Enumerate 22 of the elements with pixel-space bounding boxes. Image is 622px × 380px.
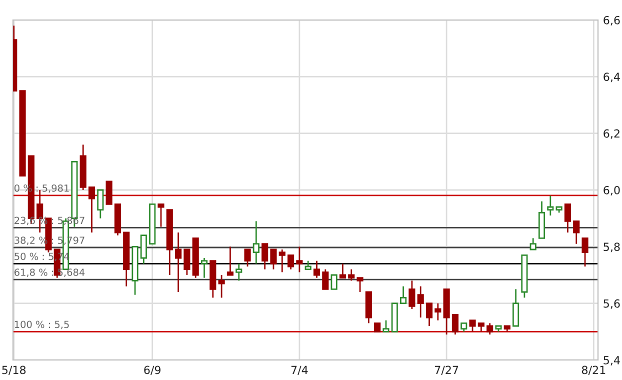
candlestick — [236, 262, 242, 282]
candlestick — [434, 302, 442, 322]
y-tick-label: 6,0 — [604, 186, 620, 196]
candlestick — [313, 260, 320, 279]
y-tick-label: 6,2 — [604, 129, 620, 139]
ref-line-label: 100 % : 5,5 — [14, 320, 69, 330]
x-tick-label: 8/21 — [582, 366, 606, 376]
candlestick — [296, 246, 303, 273]
y-tick-label: 5,4 — [604, 356, 620, 366]
candlestick — [174, 232, 182, 293]
candlestick — [547, 194, 554, 216]
x-tick-label: 7/4 — [291, 366, 308, 376]
candlestick — [252, 220, 260, 264]
y-tick-label: 5,8 — [604, 242, 620, 252]
x-tick-label: 6/9 — [144, 366, 160, 376]
y-tick-label: 6,4 — [604, 72, 620, 82]
candlestick — [417, 286, 424, 318]
y-tick-label: 6,6 — [604, 16, 620, 26]
y-tick-label: 5,6 — [604, 299, 620, 309]
candlestick — [218, 274, 225, 298]
x-tick-label: 7/27 — [434, 366, 458, 376]
x-tick-label: 5/18 — [2, 366, 26, 376]
